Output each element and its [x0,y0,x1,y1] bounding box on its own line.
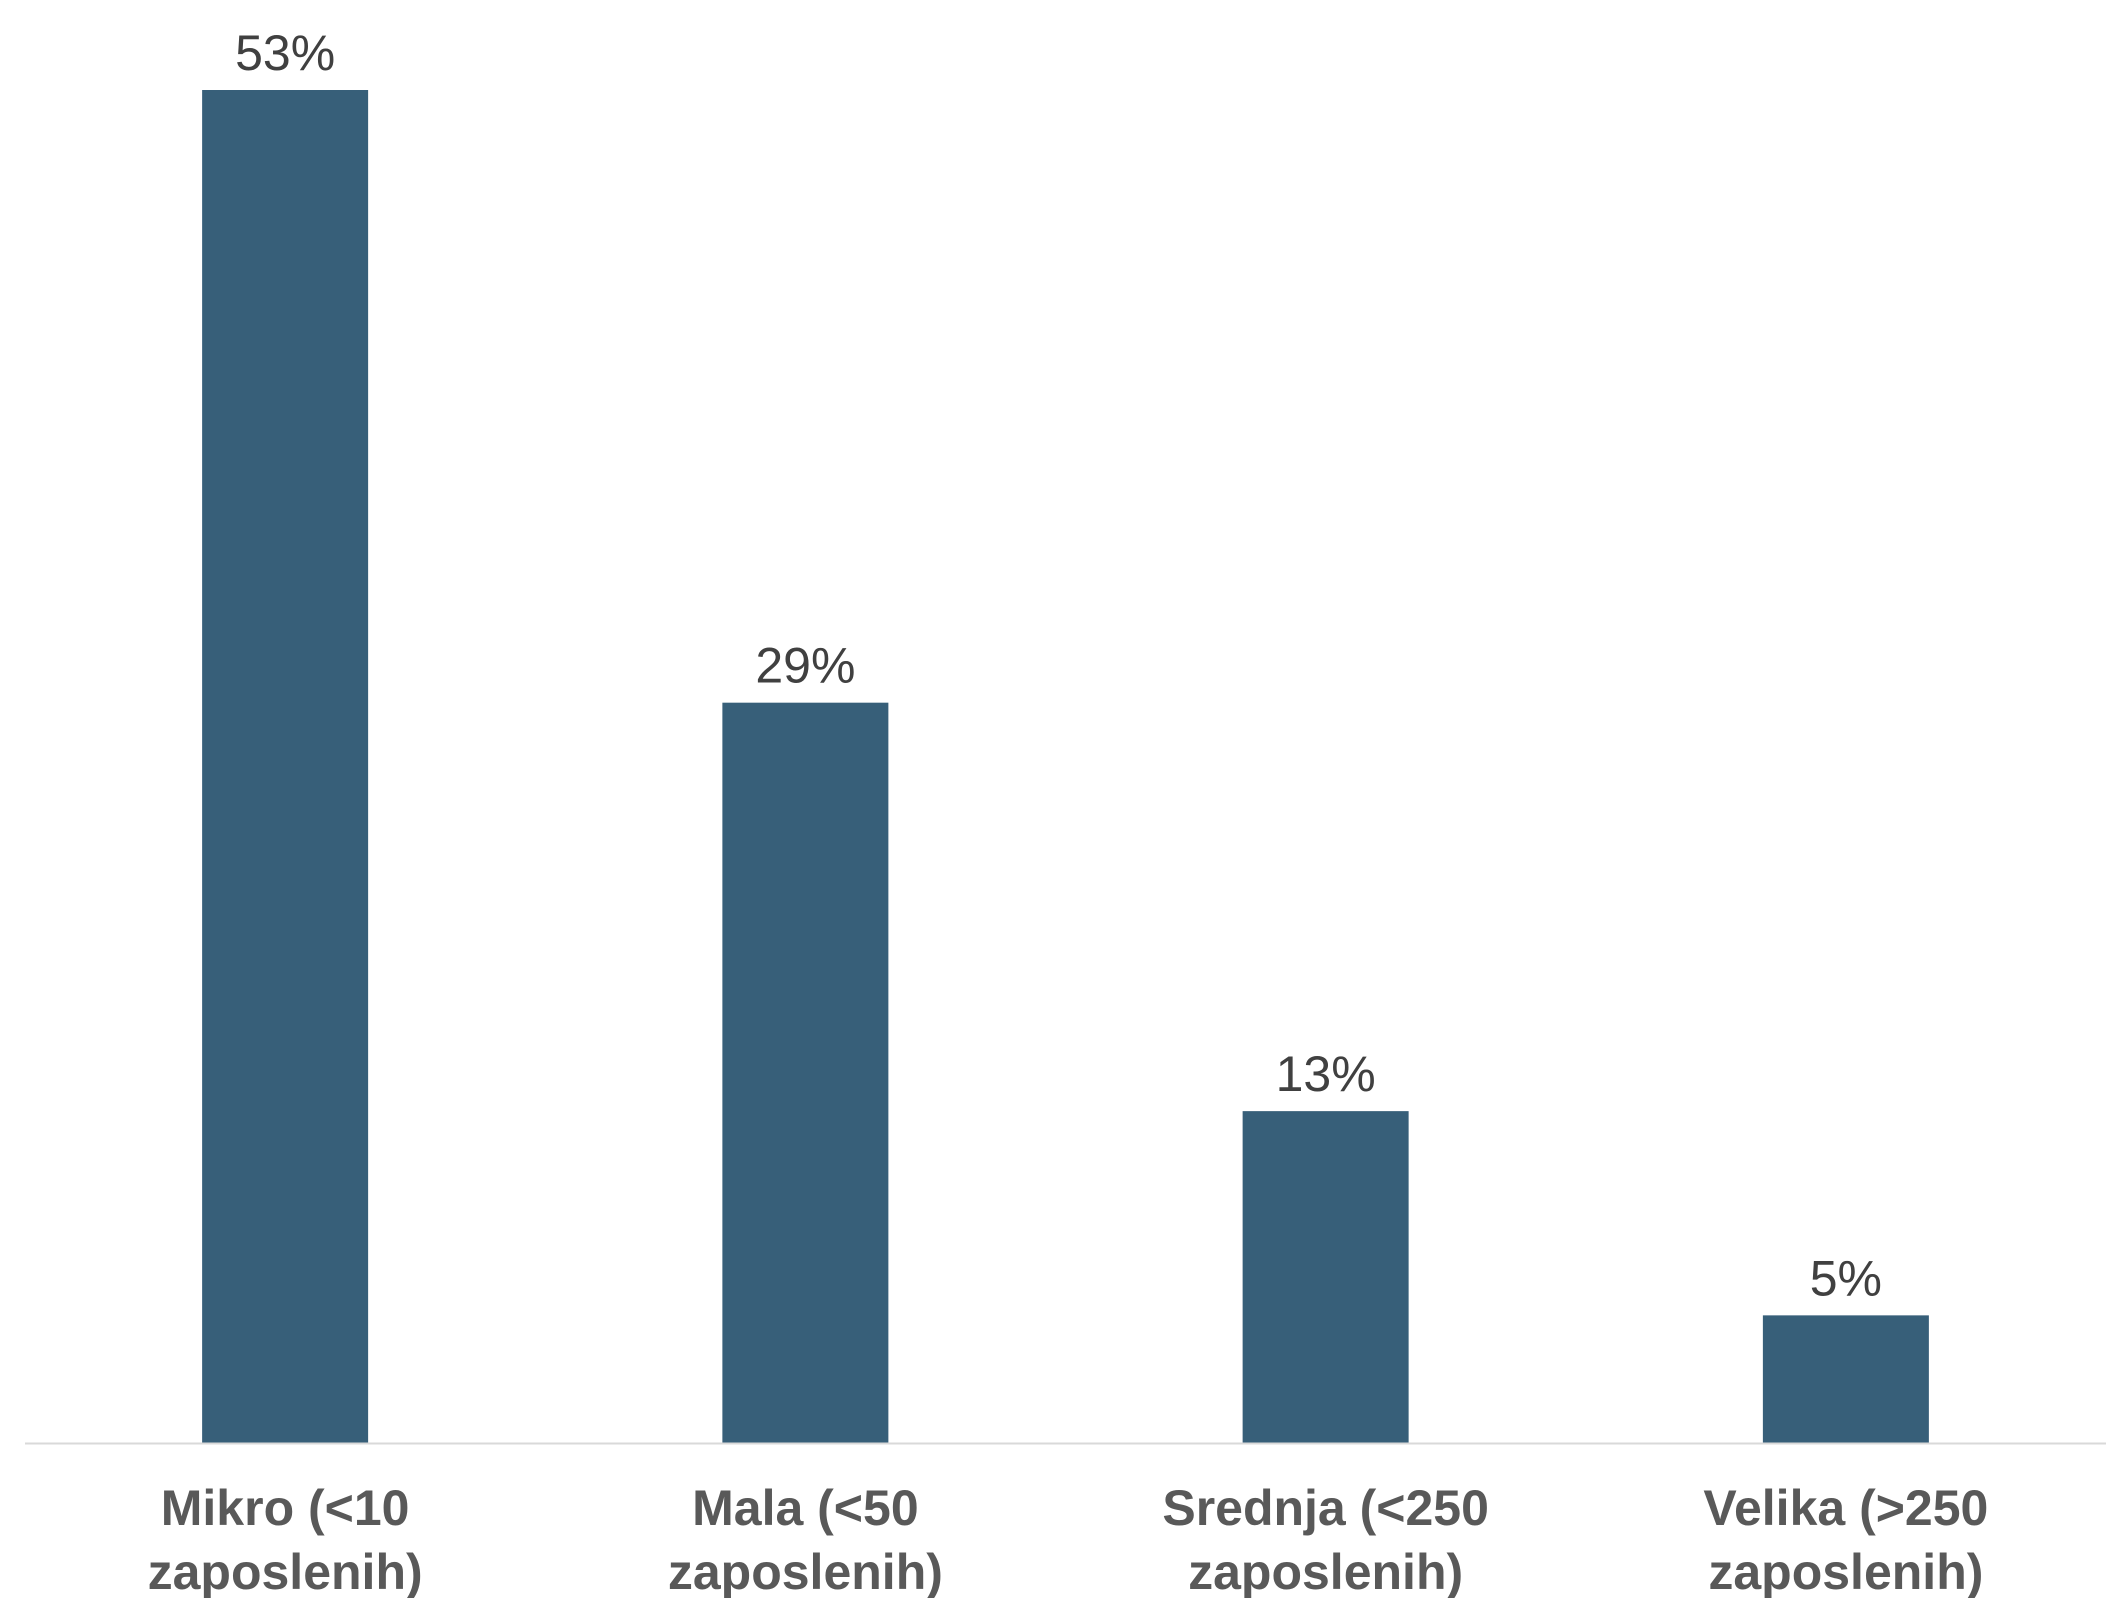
bar-2 [1242,1111,1409,1443]
bar-3 [1762,1315,1929,1443]
category-label-line: Mikro (<10 [161,1480,410,1536]
value-labels-group: 53% 29% 13% 5% [235,25,1882,1306]
category-label-line: zaposlenih) [148,1544,423,1598]
category-label-2: Srednja (<250 zaposlenih) [1162,1480,1489,1598]
bar-value-label-0: 53% [235,25,335,81]
category-label-3: Velika (>250 zaposlenih) [1703,1480,1988,1598]
category-label-line: zaposlenih) [668,1544,943,1598]
category-label-line: Velika (>250 [1703,1480,1988,1536]
bars-group [202,90,1929,1443]
bar-0 [202,90,369,1443]
category-label-line: Srednja (<250 [1162,1480,1489,1536]
category-labels-group: Mikro (<10 zaposlenih) Mala (<50 zaposlenih… [148,1480,1989,1598]
category-label-line: zaposlenih) [1188,1544,1463,1598]
bar-value-label-2: 13% [1276,1046,1376,1102]
category-label-line: zaposlenih) [1708,1544,1983,1598]
bar-value-label-3: 5% [1810,1250,1882,1306]
category-label-1: Mala (<50 zaposlenih) [668,1480,943,1598]
bar-1 [722,702,889,1443]
category-label-line: Mala (<50 [692,1480,919,1536]
category-label-0: Mikro (<10 zaposlenih) [148,1480,423,1598]
bar-value-label-1: 29% [755,638,855,694]
